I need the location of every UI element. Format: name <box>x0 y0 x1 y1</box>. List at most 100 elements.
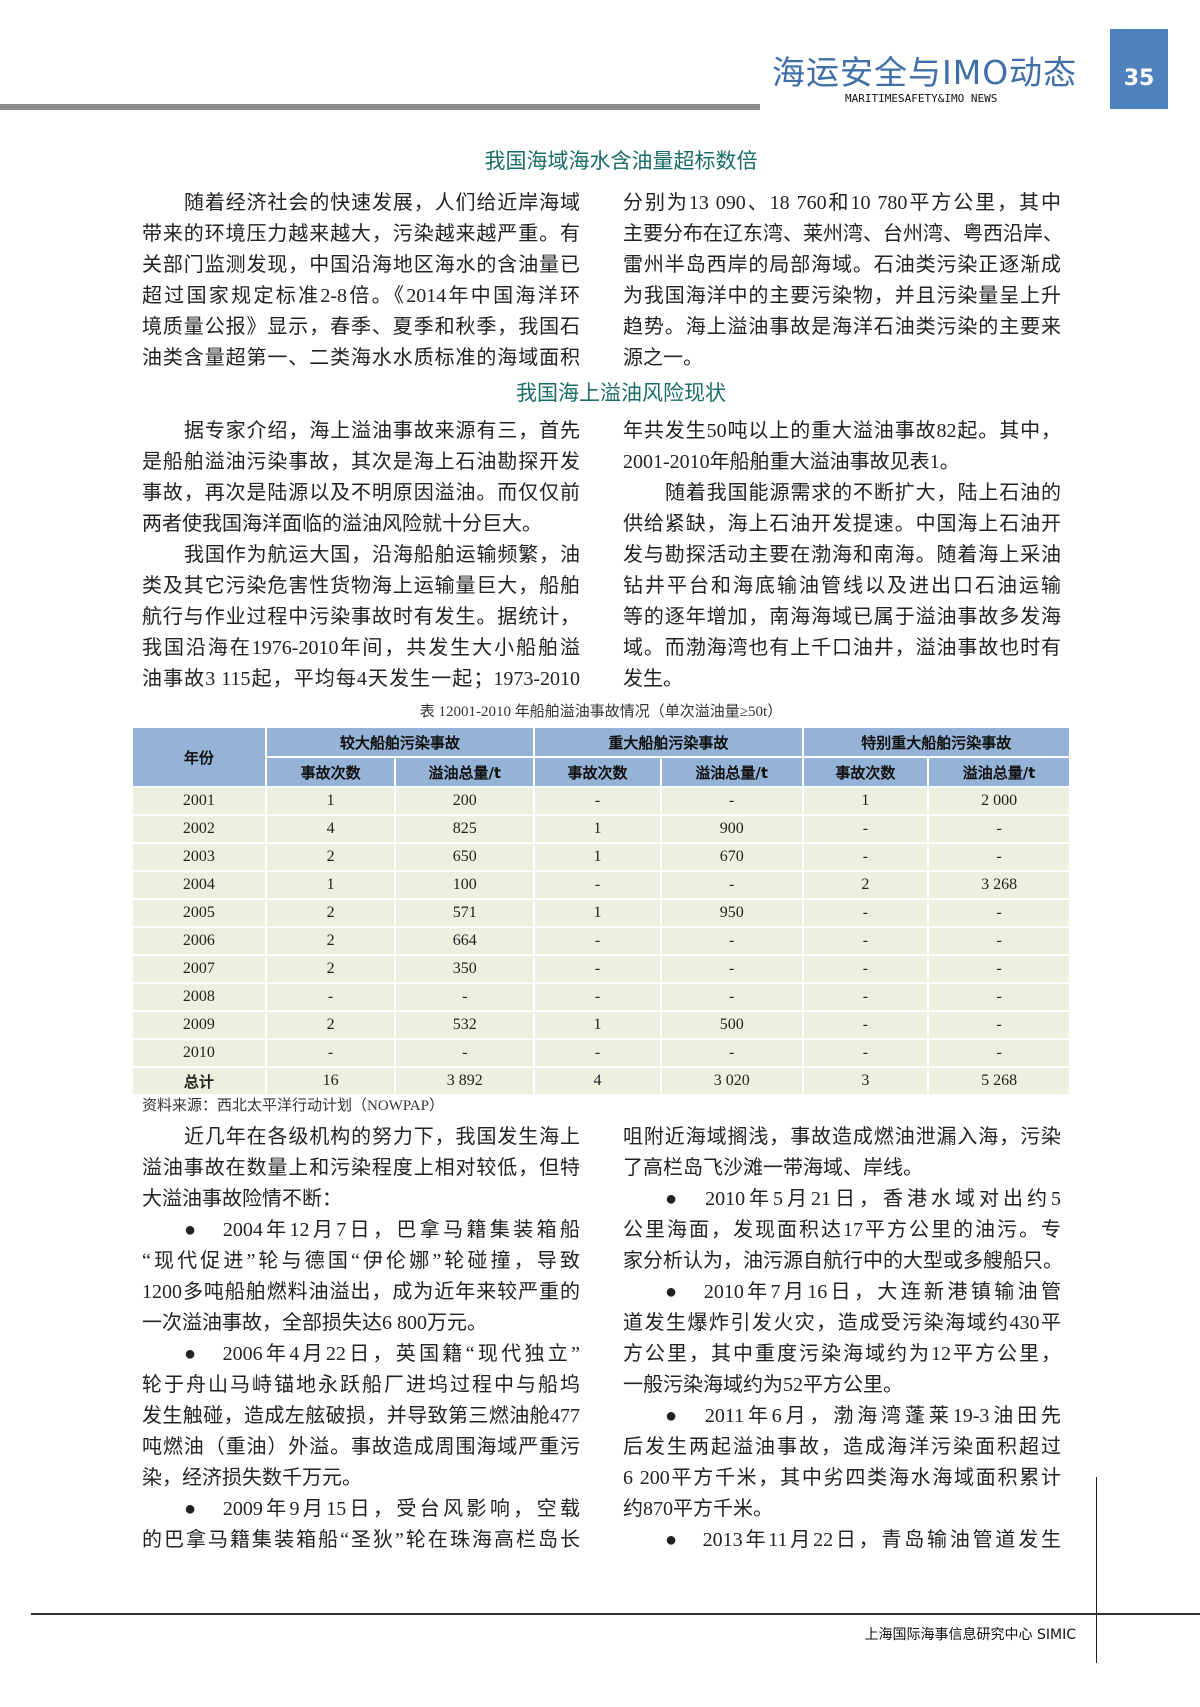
text-line: 为我国海洋中的主要污染物，并且污染量呈上升 <box>623 285 1061 307</box>
value-cell: - <box>801 898 930 928</box>
value-cell: 532 <box>394 1010 536 1040</box>
value-cell: 5 268 <box>927 1066 1071 1096</box>
table-total-row: 总计 16 3 892 4 3 020 3 5 268 <box>131 1066 1071 1096</box>
value-cell: 2 <box>264 1010 397 1040</box>
value-cell: - <box>659 786 804 816</box>
text-line: 航行与作业过程中污染事故时有发生。据统计， <box>142 606 580 628</box>
year-cell: 2004 <box>131 870 267 900</box>
header-subcolumn: 溢油总量/t <box>927 756 1071 788</box>
value-cell: 1 <box>533 1010 662 1040</box>
value-cell: 1 <box>533 898 662 928</box>
text-line: 后发生两起溢油事故，造成海洋污染面积超过 <box>623 1436 1061 1458</box>
text-line: 2001-2010年船舶重大溢油事故见表1。 <box>623 451 960 473</box>
value-cell: 1 <box>533 842 662 872</box>
text-line: ● 2010年5月21日，香港水域对出约5 <box>665 1188 1061 1210</box>
text-line: 发与勘探活动主要在渤海和南海。随着海上采油 <box>623 544 1061 566</box>
text-line: ● 2013年11月22日，青岛输油管道发生 <box>665 1529 1061 1551</box>
value-cell: - <box>533 982 662 1012</box>
text-line: 我国沿海在1976-2010年间，共发生大小船舶溢 <box>142 637 580 659</box>
text-line: 随着经济社会的快速发展，人们给近岸海域 <box>184 192 580 214</box>
value-cell: 500 <box>659 1010 804 1040</box>
section-title-1: 我国海域海水含油量超标数倍 <box>484 149 758 173</box>
value-cell: 2 <box>264 842 397 872</box>
table-caption: 表 12001-2010 年船舶溢油事故情况（单次溢油量≥50t） <box>419 704 783 720</box>
text-line: 关部门监测发现，中国沿海地区海水的含油量已 <box>142 254 580 276</box>
text-line: 轮于舟山马峙锚地永跃船厂进坞过程中与船坞 <box>142 1374 580 1396</box>
text-line: 溢油事故在数量上和污染程度上相对较低，但特 <box>142 1157 580 1179</box>
year-cell: 2007 <box>131 954 267 984</box>
value-cell: 2 <box>264 926 397 956</box>
text-line: 发生。 <box>623 668 683 690</box>
text-line: 境质量公报》显示，春季、夏季和秋季，我国石 <box>142 316 580 338</box>
table-row: 2009 2 532 1 500- - <box>131 1010 1071 1040</box>
text-line: 油类含量超第一、二类海水水质标准的海域面积 <box>142 347 580 369</box>
value-cell: - <box>533 926 662 956</box>
table-row: 2005 2 571 1 950- - <box>131 898 1071 928</box>
text-line: 源之一。 <box>623 347 703 369</box>
value-cell: - <box>659 870 804 900</box>
header-subcolumn: 溢油总量/t <box>394 756 536 788</box>
text-line: 事故，再次是陆源以及不明原因溢油。而仅仅前 <box>142 482 580 504</box>
value-cell: - <box>533 1038 662 1068</box>
section3-left-column: 近几年在各级机构的努力下，我国发生海上 溢油事故在数量上和污染程度上相对较低，但特… <box>142 1122 580 1556</box>
text-line: 主要分布在辽东湾、莱州湾、台州湾、粤西沿岸、 <box>623 223 1063 245</box>
text-line: 道发生爆炸引发火灾，造成受污染海域约430平 <box>623 1312 1061 1334</box>
header-subcolumn: 事故次数 <box>801 756 930 788</box>
header-group: 重大船舶污染事故 <box>533 726 804 758</box>
text-line: 染，经济损失数千万元。 <box>142 1467 362 1489</box>
value-cell: 650 <box>394 842 536 872</box>
text-line: ● 2004年12月7日，巴拿马籍集装箱船 <box>184 1219 580 1241</box>
value-cell: 1 <box>533 814 662 844</box>
magazine-subtitle: MARITIMESAFETY&IMO NEWS <box>845 92 998 105</box>
text-line: 是船舶溢油污染事故，其次是海上石油勘探开发 <box>142 451 580 473</box>
section1-right-column: 分别为13 090、18 760和10 780平方公里，其中 主要分布在辽东湾、莱… <box>623 188 1063 374</box>
value-cell: - <box>801 982 930 1012</box>
text-line: 供给紧缺，海上石油开发提速。中国海上石油开 <box>623 513 1061 535</box>
text-line: 等的逐年增加，南海海域已属于溢油事故多发海 <box>623 606 1061 628</box>
section3-right-column: 咀附近海域搁浅，事故造成燃油泄漏入海，污染 了高栏岛飞沙滩一带海域、岸线。 ● 20… <box>623 1122 1063 1556</box>
value-cell: - <box>927 1010 1071 1040</box>
text-line: 带来的环境压力越来越大，污染越来越严重。有 <box>142 223 580 245</box>
value-cell: - <box>533 870 662 900</box>
value-cell: 3 <box>801 1066 930 1096</box>
value-cell: 1 <box>801 786 930 816</box>
header-group: 较大船舶污染事故 <box>264 726 536 758</box>
text-line: 年共发生50吨以上的重大溢油事故82起。其中， <box>623 420 1061 442</box>
section2-left-column: 据专家介绍，海上溢油事故来源有三，首先 是船舶溢油污染事故，其次是海上石油勘探开发… <box>142 416 580 695</box>
value-cell: 100 <box>394 870 536 900</box>
section1-left-column: 随着经济社会的快速发展，人们给近岸海域带来的环境压力越来越大，污染越来越严重。有… <box>142 188 580 374</box>
year-cell: 2001 <box>131 786 267 816</box>
text-line: 两者使我国海洋面临的溢油风险就十分巨大。 <box>142 513 542 535</box>
value-cell: 4 <box>533 1066 662 1096</box>
value-cell: - <box>394 1038 536 1068</box>
text-line: 了高栏岛飞沙滩一带海域、岸线。 <box>623 1157 923 1179</box>
section2-right-column: 年共发生50吨以上的重大溢油事故82起。其中， 2001-2010年船舶重大溢油事… <box>623 416 1061 695</box>
value-cell: - <box>659 982 804 1012</box>
text-line: 咀附近海域搁浅，事故造成燃油泄漏入海，污染 <box>623 1126 1061 1148</box>
value-cell: 571 <box>394 898 536 928</box>
value-cell: - <box>801 842 930 872</box>
text-line: 我国作为航运大国，沿海船舶运输频繁，油 <box>184 544 580 566</box>
text-line: “现代促进”轮与德国“伊伦娜”轮碰撞，导致 <box>142 1250 580 1272</box>
year-cell: 2002 <box>131 814 267 844</box>
value-cell: 2 000 <box>927 786 1071 816</box>
text-line: 超过国家规定标准2-8倍。《2014年中国海洋环 <box>142 285 580 307</box>
text-line: ● 2010年7月16日，大连新港镇输油管 <box>665 1281 1061 1303</box>
value-cell: - <box>659 954 804 984</box>
header-subcolumn: 事故次数 <box>533 756 662 788</box>
text-line: 吨燃油（重油）外溢。事故造成周围海域严重污 <box>142 1436 580 1458</box>
text-line: 分别为13 090、18 760和10 780平方公里，其中 <box>623 192 1061 214</box>
value-cell: - <box>659 1038 804 1068</box>
table-row: 2001 1 200- -1 2 000 <box>131 786 1071 816</box>
value-cell: 3 892 <box>394 1066 536 1096</box>
year-cell: 2010 <box>131 1038 267 1068</box>
year-cell: 2008 <box>131 982 267 1012</box>
value-cell: 1 <box>264 786 397 816</box>
value-cell: - <box>927 898 1071 928</box>
value-cell: - <box>801 954 930 984</box>
table-row: 2010- - - - - - <box>131 1038 1071 1068</box>
magazine-title: 海运安全与IMO动态 <box>772 53 1078 92</box>
value-cell: - <box>801 1010 930 1040</box>
text-line: 家分析认为，油污源自航行中的大型或多艘船只。 <box>623 1250 1063 1272</box>
value-cell: 2 <box>801 870 930 900</box>
